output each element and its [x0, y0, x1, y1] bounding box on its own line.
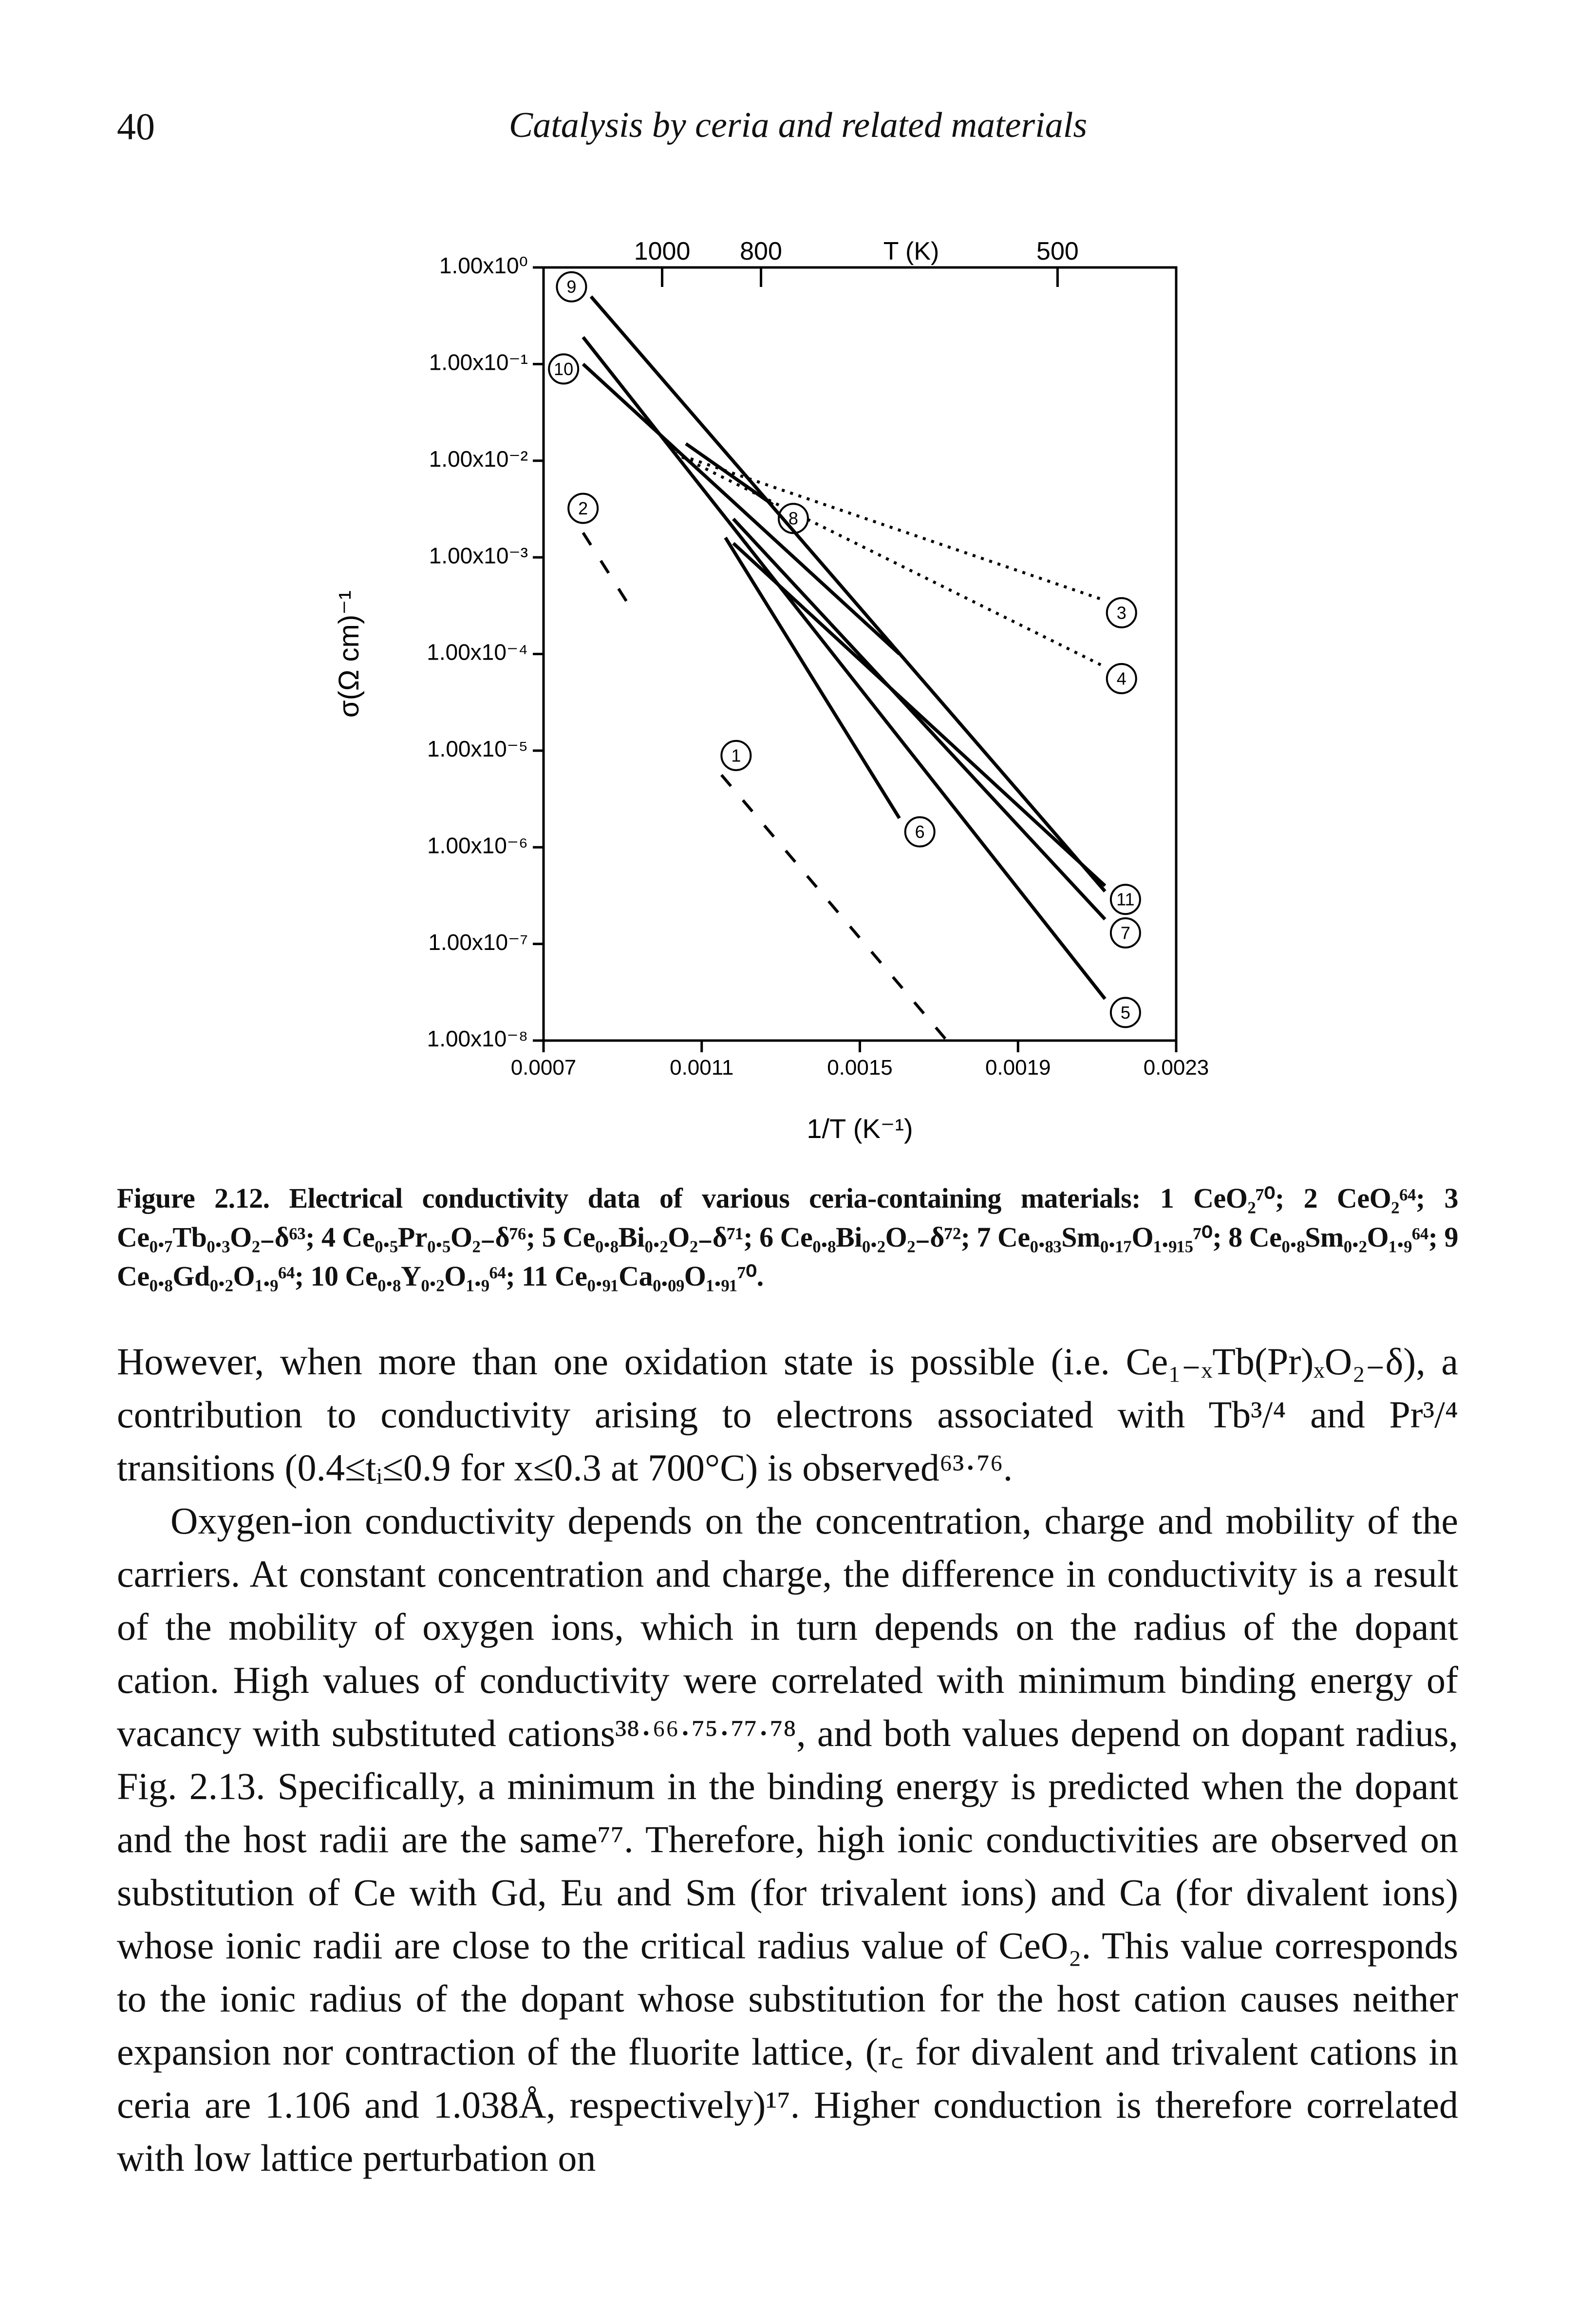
- label-circle: [1109, 884, 1141, 915]
- y-tick-label: 1.00x10⁻³: [429, 543, 528, 568]
- label-circle: [556, 271, 587, 303]
- legend-label: 2: [578, 498, 588, 518]
- y-tick-label: 1.00x10⁻⁷: [428, 929, 528, 955]
- series-line: [582, 531, 636, 615]
- y-tick-label: 1.00x10⁻¹: [429, 350, 528, 375]
- label-circle: [1106, 663, 1137, 695]
- legend-label: 6: [915, 822, 925, 842]
- y-tick-label: 1.00x10⁻⁴: [427, 640, 528, 665]
- series-label: 11: [1109, 884, 1141, 915]
- series-line: [720, 774, 948, 1042]
- legend-label: 10: [554, 359, 573, 379]
- label-circle: [1109, 997, 1141, 1028]
- series-label: 4: [1106, 663, 1137, 695]
- series-label: 7: [1109, 917, 1141, 948]
- y-tick-label: 1.00x10⁰: [439, 253, 528, 278]
- legend-label: 8: [789, 509, 798, 529]
- legend-label: 7: [1121, 923, 1130, 943]
- legend-label: 3: [1117, 603, 1127, 623]
- series-line: [724, 536, 901, 819]
- running-title: Catalysis by ceria and related materials: [508, 105, 1088, 145]
- legend-label: 4: [1117, 669, 1127, 689]
- x2-tick-label: 500: [1036, 237, 1079, 265]
- x-tick-label: 0.0015: [827, 1056, 893, 1080]
- body-text: However, when more than one oxidation st…: [117, 1335, 1458, 2299]
- x-axis-label: 1/T (K⁻¹): [807, 1113, 913, 1144]
- series-line: [589, 295, 1107, 892]
- y-tick-label: 1.00x10⁻²: [429, 446, 528, 472]
- series-line: [732, 542, 1107, 887]
- y-tick-label: 1.00x10⁻⁸: [427, 1026, 528, 1051]
- series-line: [582, 362, 901, 656]
- y-tick-label: 1.00x10⁻⁶: [427, 833, 528, 858]
- label-circle: [1106, 597, 1137, 628]
- x2-axis-label: T (K): [883, 237, 939, 265]
- x-tick-label: 0.0007: [511, 1056, 577, 1080]
- series-label: 1: [720, 739, 752, 771]
- legend-label: 1: [731, 745, 741, 765]
- series-label: 8: [777, 503, 809, 534]
- y-tick-label: 1.00x10⁻⁵: [427, 736, 528, 761]
- x-tick-label: 0.0011: [670, 1056, 733, 1080]
- x2-tick-label: 1000: [634, 237, 691, 265]
- caption-label: Figure 2.12.: [117, 1182, 270, 1214]
- series-label: 6: [904, 816, 936, 848]
- x-tick-label: 0.0019: [985, 1056, 1051, 1080]
- series-label: 5: [1109, 997, 1141, 1028]
- chart: 1.00x10⁰ 1.00x10⁻¹ 1.00x10⁻² 1.00x10⁻³ 1.00x…: [333, 237, 1209, 1144]
- page-number: 40: [117, 105, 155, 148]
- series-label: 2: [567, 493, 599, 524]
- figure-caption: Figure 2.12. Electrical conductivity dat…: [117, 1179, 1459, 1296]
- label-circle: [720, 739, 752, 771]
- legend-label: 9: [566, 277, 576, 297]
- label-circle: [548, 353, 580, 385]
- paragraph: However, when more than one oxidation st…: [117, 1340, 1458, 1489]
- label-circle: [1109, 917, 1141, 948]
- series-label: 10: [548, 353, 580, 385]
- series-line: [732, 517, 1107, 921]
- x-tick-label: 0.0023: [1144, 1056, 1209, 1080]
- legend-label: 11: [1116, 890, 1134, 910]
- x2-tick-label: 800: [740, 237, 782, 265]
- series-label: 3: [1106, 597, 1137, 628]
- label-circle: [567, 493, 599, 524]
- series-line: [582, 336, 1107, 1000]
- legend-label: 5: [1121, 1003, 1130, 1023]
- series-line: [673, 452, 1102, 666]
- caption-text: Electrical conductivity data of various …: [117, 1182, 1459, 1292]
- paragraph: Oxygen-ion conductivity depends on the c…: [117, 1499, 1458, 2179]
- series-label: 9: [556, 271, 587, 303]
- series-line: [685, 442, 774, 507]
- y-axis-label: σ(Ω cm)⁻¹: [333, 590, 365, 718]
- label-circle: [904, 816, 936, 848]
